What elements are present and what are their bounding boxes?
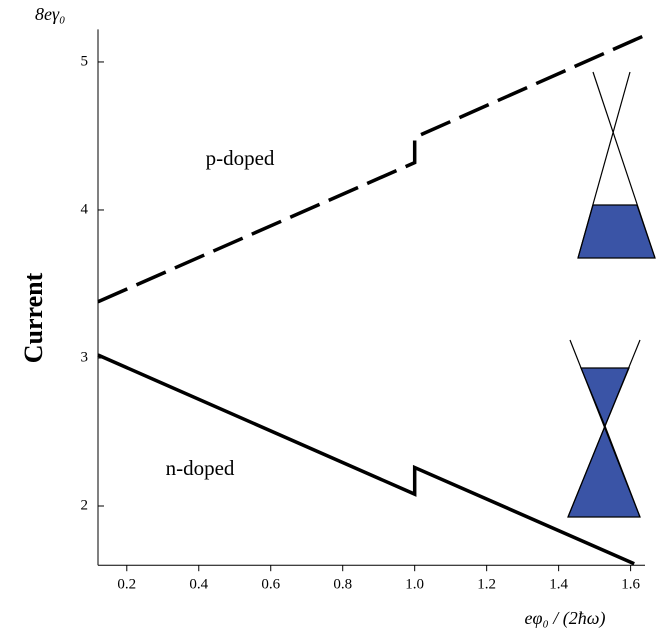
x-tick-label: 0.8 [333, 577, 352, 593]
y-tick-label: 4 [81, 201, 89, 217]
y-axis-label: Current [19, 272, 48, 363]
y-unit: 8eγ₀ [35, 4, 65, 24]
series-line [98, 35, 645, 301]
annotation: n-doped [166, 456, 235, 480]
y-tick-label: 3 [81, 349, 89, 365]
x-axis-label: eφ₀ / (2ħω) [525, 608, 606, 629]
x-tick-label: 0.6 [261, 577, 280, 593]
cone-inset [568, 340, 640, 517]
annotation: p-doped [206, 146, 275, 170]
x-tick-label: 0.2 [117, 577, 136, 593]
x-tick-label: 0.4 [189, 577, 208, 593]
x-tick-label: 1.4 [549, 577, 568, 593]
y-tick-label: 2 [81, 497, 89, 513]
y-tick-label: 5 [81, 53, 89, 69]
cone-inset [578, 72, 655, 258]
x-tick-label: 1.6 [621, 577, 640, 593]
x-tick-label: 1.2 [477, 577, 496, 593]
chart: 8eγ₀ Current eφ₀ / (2ħω) p-doped n-doped… [0, 0, 665, 634]
x-tick-label: 1.0 [405, 577, 424, 593]
